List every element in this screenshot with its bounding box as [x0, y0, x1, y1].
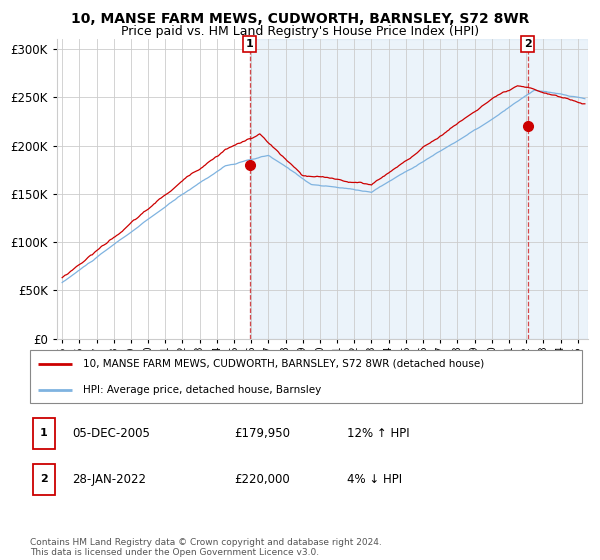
FancyBboxPatch shape: [30, 350, 583, 403]
Text: 1: 1: [40, 428, 48, 438]
Text: £220,000: £220,000: [235, 473, 290, 486]
Text: 05-DEC-2005: 05-DEC-2005: [72, 427, 150, 440]
FancyBboxPatch shape: [32, 418, 55, 449]
Text: 12% ↑ HPI: 12% ↑ HPI: [347, 427, 409, 440]
Text: £179,950: £179,950: [235, 427, 290, 440]
Text: 2: 2: [524, 39, 532, 49]
FancyBboxPatch shape: [32, 464, 55, 495]
Text: 4% ↓ HPI: 4% ↓ HPI: [347, 473, 402, 486]
Text: 2: 2: [40, 474, 48, 484]
Text: 28-JAN-2022: 28-JAN-2022: [72, 473, 146, 486]
Text: 10, MANSE FARM MEWS, CUDWORTH, BARNSLEY, S72 8WR (detached house): 10, MANSE FARM MEWS, CUDWORTH, BARNSLEY,…: [83, 358, 484, 368]
Text: 1: 1: [246, 39, 254, 49]
Text: Price paid vs. HM Land Registry's House Price Index (HPI): Price paid vs. HM Land Registry's House …: [121, 25, 479, 38]
Text: 10, MANSE FARM MEWS, CUDWORTH, BARNSLEY, S72 8WR: 10, MANSE FARM MEWS, CUDWORTH, BARNSLEY,…: [71, 12, 529, 26]
Text: HPI: Average price, detached house, Barnsley: HPI: Average price, detached house, Barn…: [83, 385, 322, 395]
Bar: [250, 39, 588, 339]
Text: Contains HM Land Registry data © Crown copyright and database right 2024.
This d: Contains HM Land Registry data © Crown c…: [30, 538, 382, 557]
